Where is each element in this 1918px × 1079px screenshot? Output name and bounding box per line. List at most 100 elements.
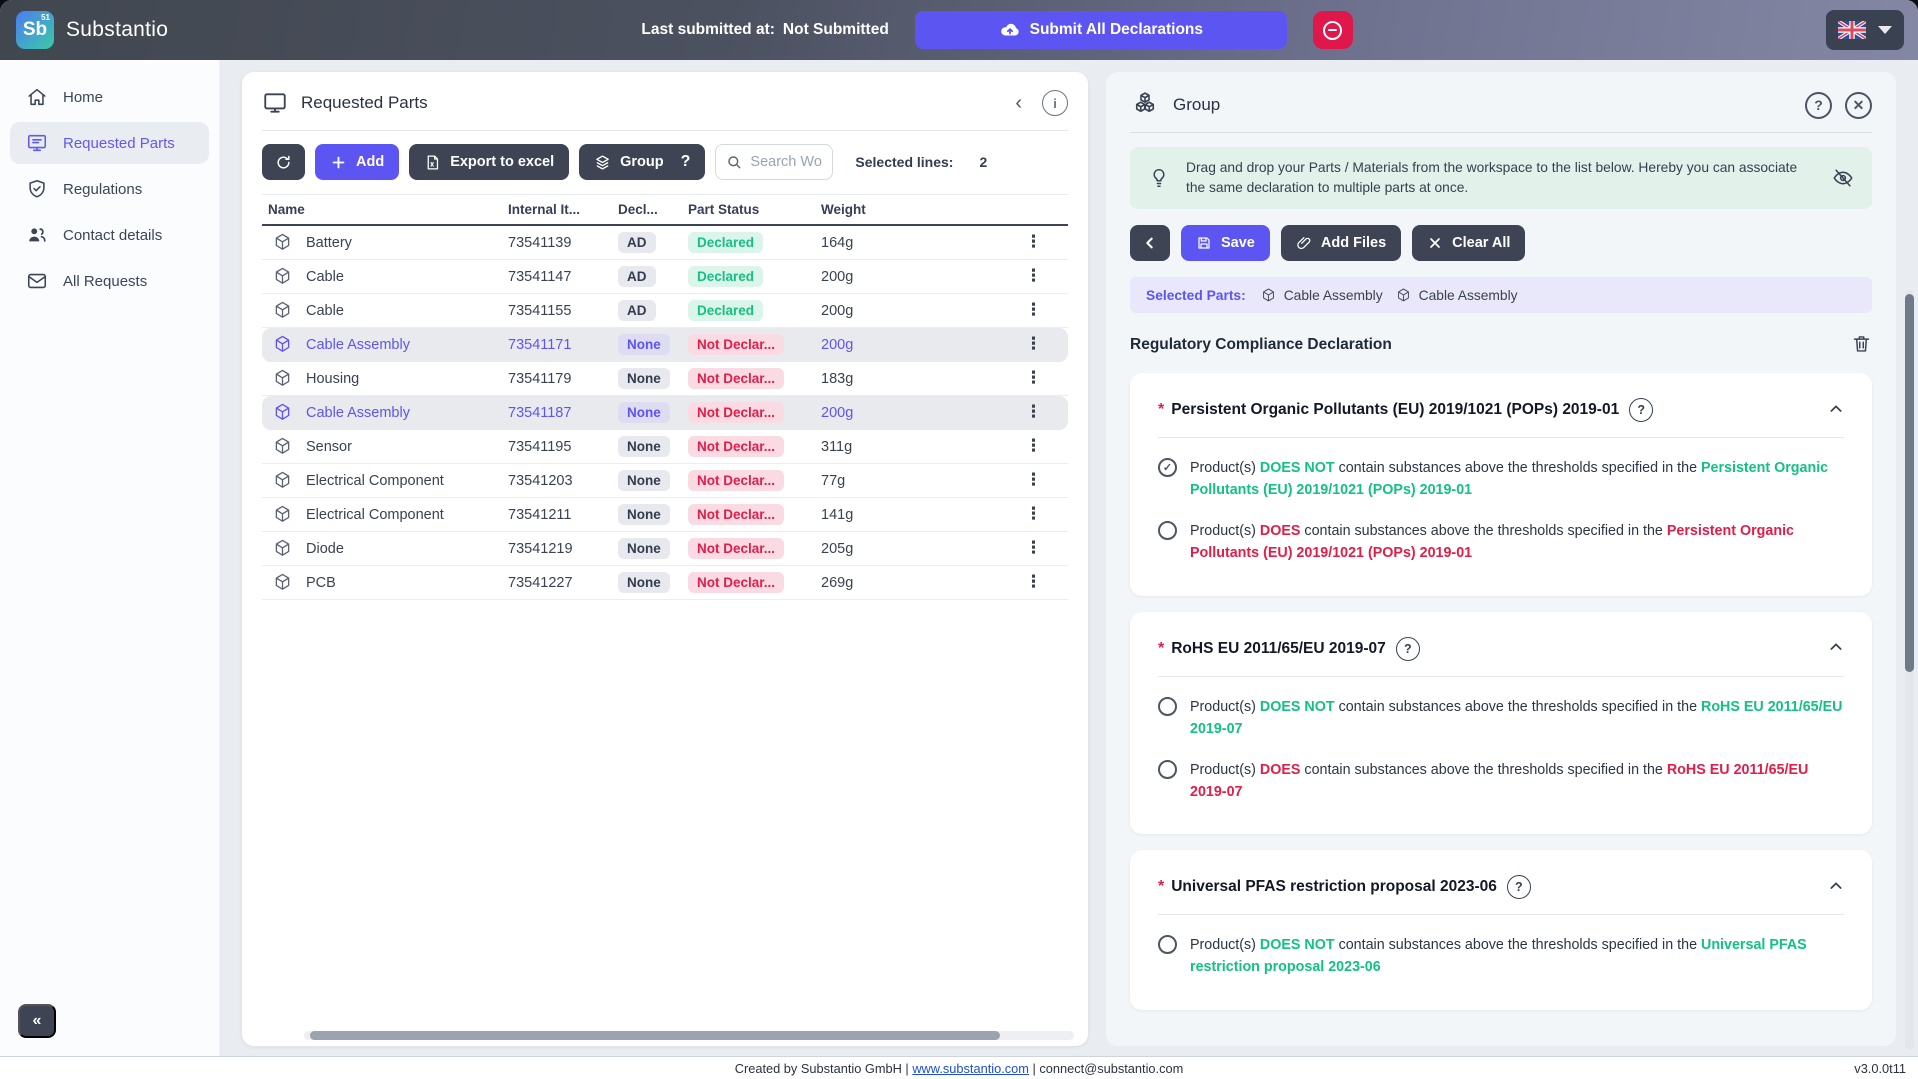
collapse-panel-button[interactable]: ‹	[1013, 93, 1024, 113]
info-icon[interactable]: i	[1042, 90, 1068, 116]
column-header[interactable]: Name	[262, 202, 502, 217]
selected-lines: Selected lines: 2	[855, 154, 987, 170]
declaration-option[interactable]: Product(s) DOES contain substances above…	[1158, 759, 1844, 803]
decl-badge: AD	[618, 232, 656, 253]
column-header[interactable]: Weight	[815, 202, 885, 217]
row-menu-icon[interactable]: ⋮	[1025, 336, 1042, 353]
export-to-excel-button[interactable]: Export to excel	[409, 144, 569, 180]
save-button[interactable]: Save	[1181, 225, 1270, 261]
declaration-option[interactable]: ✓Product(s) DOES NOT contain substances …	[1158, 457, 1844, 501]
part-weight: 141g	[815, 507, 885, 523]
cube-icon	[1395, 287, 1412, 304]
radio-checked-icon[interactable]: ✓	[1158, 458, 1177, 477]
radio-unchecked-icon[interactable]	[1158, 760, 1177, 779]
part-name: Electrical Component	[306, 507, 444, 523]
main-content: HomeRequested PartsRegulationsContact de…	[0, 60, 1918, 1056]
group-help-icon[interactable]: ?	[681, 153, 691, 171]
row-menu-icon[interactable]: ⋮	[1025, 370, 1042, 387]
language-selector[interactable]	[1826, 10, 1904, 50]
internal-id: 73541139	[502, 235, 612, 251]
table-row[interactable]: Electrical Component73541203NoneNot Decl…	[262, 464, 1068, 498]
help-icon[interactable]: ?	[1805, 92, 1832, 119]
table-row[interactable]: Sensor73541195NoneNot Declar...311g⋮	[262, 430, 1068, 464]
table-row[interactable]: Cable73541155ADDeclared200g⋮	[262, 294, 1068, 328]
table-row[interactable]: Diode73541219NoneNot Declar...205g⋮	[262, 532, 1068, 566]
row-menu-icon[interactable]: ⋮	[1025, 472, 1042, 489]
option-text: Product(s) DOES NOT contain substances a…	[1190, 934, 1844, 978]
column-header[interactable]: Part Status	[682, 202, 815, 217]
back-button[interactable]	[1130, 225, 1170, 261]
table-row[interactable]: Electrical Component73541211NoneNot Decl…	[262, 498, 1068, 532]
table-row[interactable]: Cable Assembly73541171NoneNot Declar...2…	[262, 328, 1068, 362]
footer-website-link[interactable]: www.substantio.com	[912, 1061, 1029, 1076]
part-name-cell: Cable Assembly	[262, 402, 502, 423]
row-menu-icon[interactable]: ⋮	[1025, 506, 1042, 523]
add-files-button[interactable]: Add Files	[1281, 225, 1401, 261]
footer: Created by Substantio GmbH | www.substan…	[0, 1056, 1918, 1079]
question-circle-icon[interactable]: ?	[1507, 875, 1531, 899]
row-menu-icon[interactable]: ⋮	[1025, 574, 1042, 591]
question-circle-icon[interactable]: ?	[1396, 637, 1420, 661]
excel-file-icon	[424, 154, 441, 171]
part-weight: 311g	[815, 439, 885, 455]
selected-lines-value: 2	[979, 154, 987, 170]
refresh-button[interactable]	[262, 144, 305, 180]
part-name-cell: Housing	[262, 368, 502, 389]
drag-drop-hint: Drag and drop your Parts / Materials fro…	[1130, 147, 1872, 209]
table-row[interactable]: PCB73541227NoneNot Declar...269g⋮	[262, 566, 1068, 600]
part-name: Sensor	[306, 439, 352, 455]
sidebar-item-contact-details[interactable]: Contact details	[10, 214, 209, 256]
declaration-option[interactable]: Product(s) DOES NOT contain substances a…	[1158, 934, 1844, 978]
eye-slash-icon[interactable]	[1832, 166, 1854, 190]
table-row[interactable]: Cable Assembly73541187NoneNot Declar...2…	[262, 396, 1068, 430]
sidebar-item-regulations[interactable]: Regulations	[10, 168, 209, 210]
chevron-up-icon[interactable]	[1828, 878, 1844, 897]
plus-icon	[330, 154, 347, 171]
vertical-scrollbar-thumb[interactable]	[1905, 294, 1914, 672]
trash-icon[interactable]	[1851, 333, 1872, 357]
sidebar-item-requested-parts[interactable]: Requested Parts	[10, 122, 209, 164]
group-button[interactable]: Group ?	[579, 144, 705, 180]
search-input[interactable]	[750, 154, 822, 170]
radio-unchecked-icon[interactable]	[1158, 935, 1177, 954]
users-icon	[26, 224, 48, 246]
row-menu-icon[interactable]: ⋮	[1025, 302, 1042, 319]
column-header[interactable]: Internal It...	[502, 202, 612, 217]
footer-version: v3.0.0t11	[1854, 1061, 1918, 1076]
close-icon[interactable]: ✕	[1845, 92, 1872, 119]
sidebar-item-all-requests[interactable]: All Requests	[10, 260, 209, 302]
radio-unchecked-icon[interactable]	[1158, 697, 1177, 716]
decl-badge: None	[618, 436, 670, 457]
selected-part-name: Cable Assembly	[1284, 288, 1383, 303]
row-menu-icon[interactable]: ⋮	[1025, 540, 1042, 557]
table-row[interactable]: Battery73541139ADDeclared164g⋮	[262, 226, 1068, 260]
row-menu-icon[interactable]: ⋮	[1025, 268, 1042, 285]
internal-id: 73541227	[502, 575, 612, 591]
table-row[interactable]: Housing73541179NoneNot Declar...183g⋮	[262, 362, 1068, 396]
row-menu-icon[interactable]: ⋮	[1025, 234, 1042, 251]
submit-all-declarations-button[interactable]: Submit All Declarations	[915, 11, 1287, 49]
row-menu-icon[interactable]: ⋮	[1025, 438, 1042, 455]
question-circle-icon[interactable]: ?	[1629, 398, 1653, 422]
part-weight: 200g	[815, 405, 885, 421]
chevron-up-icon[interactable]	[1828, 401, 1844, 420]
decl-badge: None	[618, 334, 670, 355]
row-menu-icon[interactable]: ⋮	[1025, 404, 1042, 421]
group-cubes-icon	[1130, 90, 1160, 120]
decl-badge: AD	[618, 300, 656, 321]
selected-parts-label: Selected Parts:	[1146, 288, 1246, 303]
chevron-up-icon[interactable]	[1828, 639, 1844, 658]
declaration-option[interactable]: Product(s) DOES NOT contain substances a…	[1158, 696, 1844, 740]
column-header[interactable]: Decl...	[612, 202, 682, 217]
table-row[interactable]: Cable73541147ADDeclared200g⋮	[262, 260, 1068, 294]
clear-all-button[interactable]: Clear All	[1412, 225, 1525, 261]
radio-unchecked-icon[interactable]	[1158, 521, 1177, 540]
horizontal-scrollbar-thumb[interactable]	[310, 1031, 1000, 1040]
sidebar-item-home[interactable]: Home	[10, 76, 209, 118]
add-button[interactable]: Add	[315, 144, 399, 180]
selected-part-name: Cable Assembly	[1419, 288, 1518, 303]
declaration-option[interactable]: Product(s) DOES contain substances above…	[1158, 520, 1844, 564]
stop-button[interactable]	[1313, 11, 1353, 49]
sidebar-collapse-button[interactable]: «	[18, 1004, 56, 1038]
declaration-title: Universal PFAS restriction proposal 2023…	[1171, 878, 1497, 896]
